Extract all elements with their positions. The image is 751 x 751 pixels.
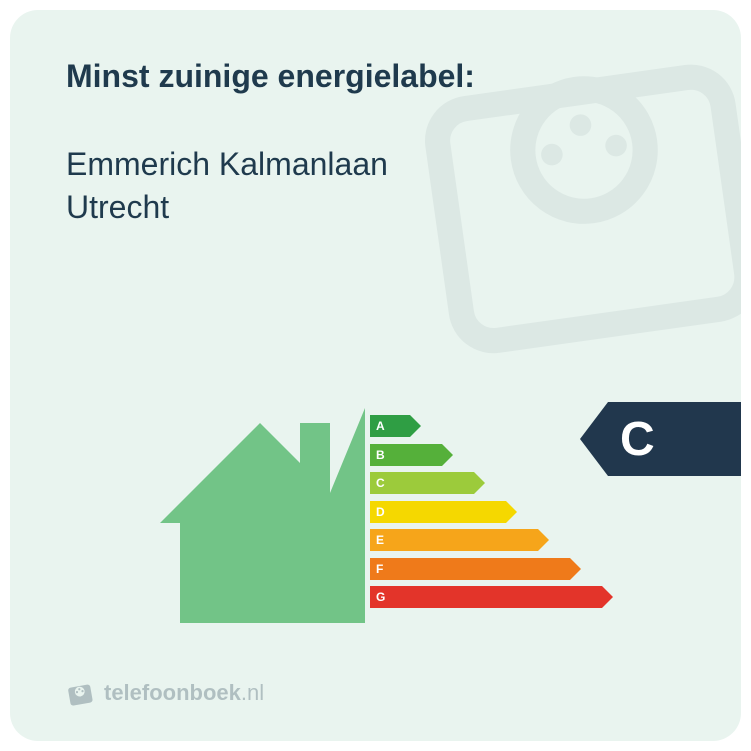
energy-chart: A B C D E F G C [160,390,720,650]
bar-label: B [370,448,385,462]
pointer-arrow-icon [580,402,608,476]
energy-bars: A B C D E F G [370,412,602,612]
book-icon [64,677,96,709]
bar-a: A [370,412,602,441]
bar-g: G [370,583,602,612]
bar-label: C [370,476,385,490]
house-icon [160,408,365,623]
bar-label: D [370,505,385,519]
footer-text: telefoonboek.nl [104,680,264,706]
bar-label: E [370,533,384,547]
footer-brand: telefoonboek.nl [66,679,264,707]
card-title: Minst zuinige energielabel: [66,58,685,95]
footer-brand-name: telefoonboek [104,680,241,705]
address-block: Emmerich Kalmanlaan Utrecht [66,143,685,229]
pointer-body: C [608,402,741,476]
rating-pointer: C [580,402,741,476]
bar-f: F [370,555,602,584]
footer-tld: .nl [241,680,264,705]
address-line-2: Utrecht [66,189,169,225]
bar-c: C [370,469,602,498]
pointer-letter: C [620,412,655,467]
bar-label: A [370,419,385,433]
energy-label-card: Minst zuinige energielabel: Emmerich Kal… [10,10,741,741]
address-line-1: Emmerich Kalmanlaan [66,146,388,182]
bar-label: F [370,562,383,576]
bar-e: E [370,526,602,555]
bar-d: D [370,498,602,527]
bar-b: B [370,441,602,470]
bar-label: G [370,590,385,604]
